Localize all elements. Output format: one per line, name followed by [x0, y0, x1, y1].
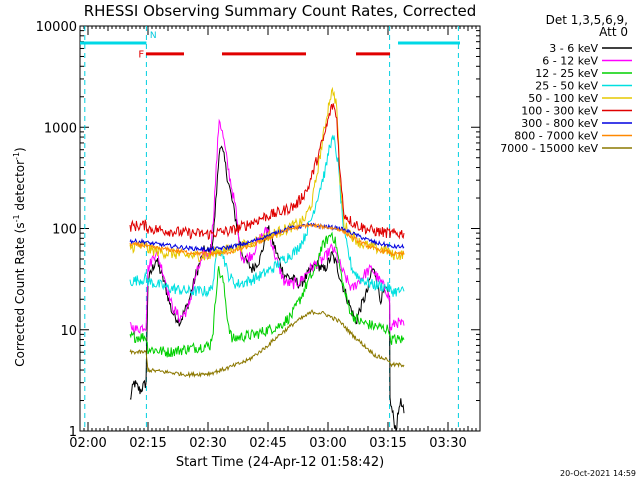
x-tick-label: 03:00 [309, 436, 346, 451]
legend-header-line2: Att 0 [599, 25, 628, 39]
legend-label: 7000 - 15000 keV [500, 142, 598, 155]
y-label-part1: Corrected Count Rate (s [13, 222, 27, 366]
x-tick-label: 02:15 [129, 436, 166, 451]
series-line [129, 222, 405, 253]
series-line [129, 103, 405, 241]
y-tick-label: 10 [60, 324, 77, 339]
legend-label: 3 - 6 keV [549, 42, 598, 55]
y-tick-label: 1000 [44, 121, 77, 136]
timestamp: 20-Oct-2021 14:59 [560, 469, 636, 478]
x-tick-label: 02:45 [249, 436, 286, 451]
x-tick-label: 03:15 [369, 436, 406, 451]
series-line [129, 231, 405, 358]
flag-letter-f: F [138, 49, 144, 60]
y-axis-label: Corrected Count Rate (s-1 detector-1) [12, 147, 27, 366]
legend-label: 25 - 50 keV [535, 80, 598, 93]
legend-label: 100 - 300 keV [521, 105, 598, 118]
svg-text:Corrected Count Rate (s-1 dete: Corrected Count Rate (s-1 detector-1) [12, 147, 27, 366]
legend-label: 12 - 25 keV [535, 67, 598, 80]
y-label-part3: ) [13, 147, 27, 152]
series-line [129, 134, 405, 298]
legend-header-line1: Det 1,3,5,6,9, [546, 13, 628, 27]
series-line [129, 222, 405, 258]
series-line [129, 145, 405, 432]
legend-label: 300 - 800 keV [521, 117, 598, 130]
chart-title: RHESSI Observing Summary Count Rates, Co… [84, 2, 477, 20]
series-line [129, 86, 405, 263]
legend-label: 50 - 100 keV [528, 92, 598, 105]
y-tick-label: 1 [69, 425, 77, 440]
y-label-sup1: -1 [12, 214, 21, 222]
x-tick-label: 02:00 [69, 436, 106, 451]
legend-label: 6 - 12 keV [542, 55, 598, 68]
y-label-sup2: -1 [12, 152, 21, 160]
plot-area: 1 10 100 1000 10000 02:00 02:15 02:30 02:45 03:00… [36, 20, 481, 451]
y-tick-label: 10000 [36, 20, 77, 35]
y-label-part2: detector [13, 160, 27, 215]
legend-label: 800 - 7000 keV [514, 130, 598, 143]
x-axis-label: Start Time (24-Apr-12 01:58:42) [176, 455, 384, 470]
x-tick-label: 02:30 [189, 436, 226, 451]
flag-letter-n: N [150, 31, 157, 41]
series-line [129, 118, 405, 336]
x-tick-label: 03:30 [429, 436, 466, 451]
y-tick-label: 100 [52, 223, 77, 238]
series-line [129, 309, 405, 379]
